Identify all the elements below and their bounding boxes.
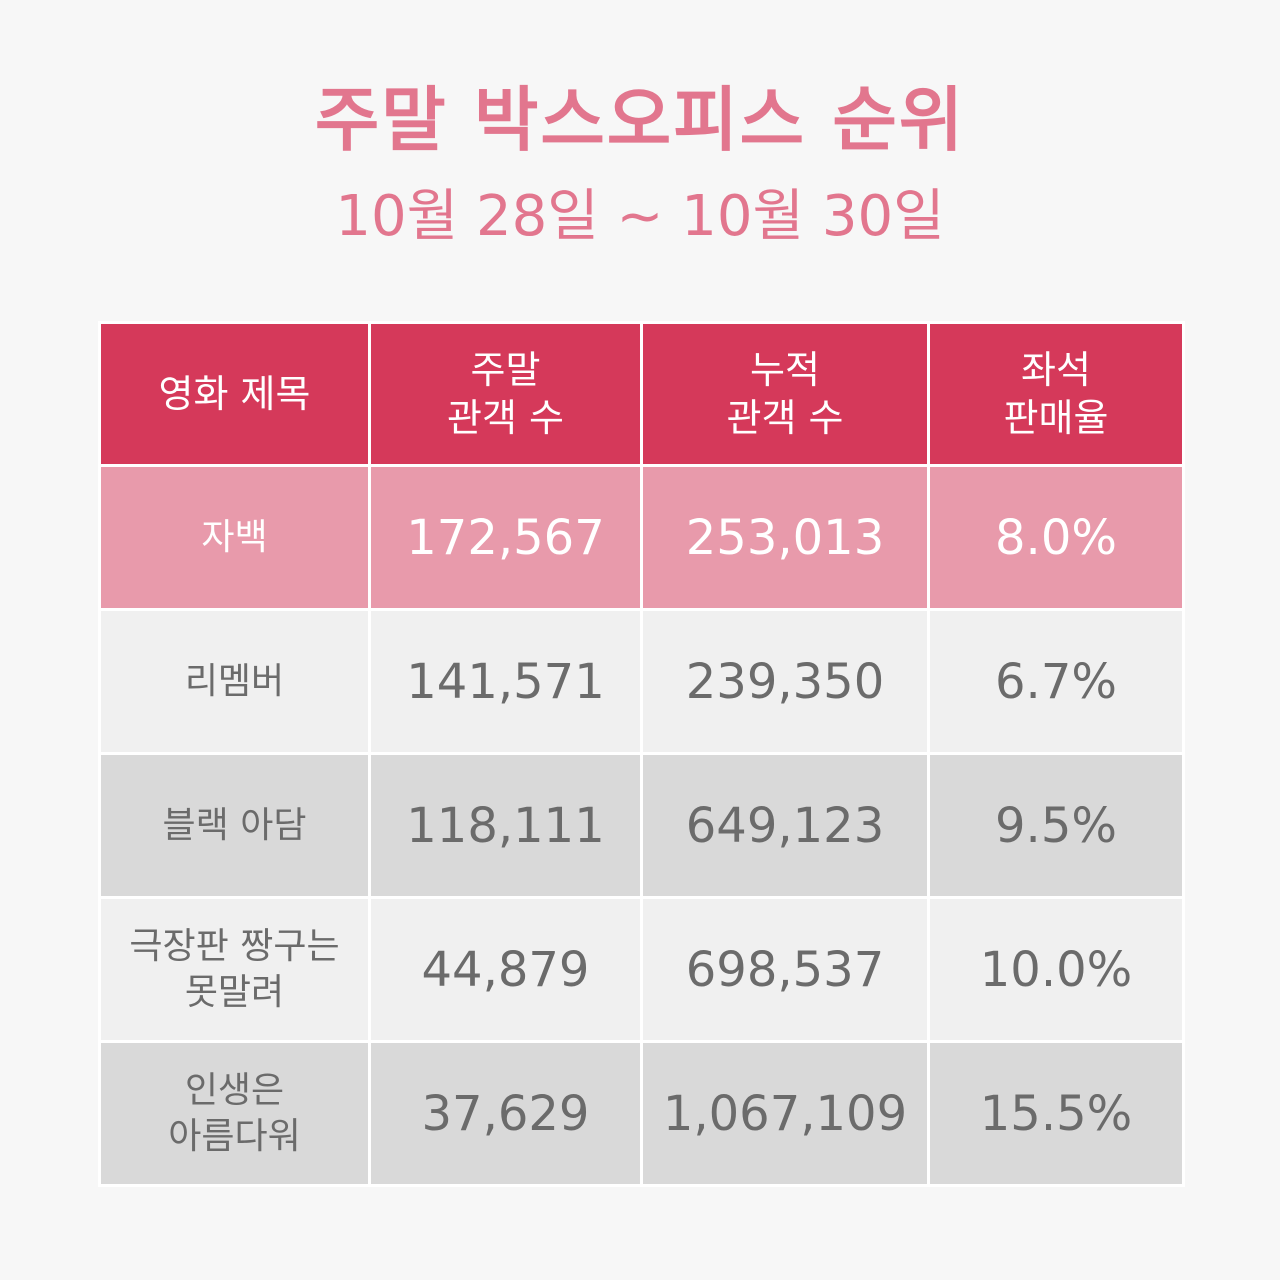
header-line: 관객 수 — [726, 396, 844, 440]
cumulative-audience-cell: 649,123 — [640, 752, 930, 899]
header-row: 영화 제목 주말 관객 수 누적 관객 수 좌석 판매율 — [98, 321, 1185, 467]
header-seat-sales-rate: 좌석 판매율 — [927, 321, 1185, 467]
page-title: 주말 박스오피스 순위 — [314, 79, 966, 161]
box-office-table: 영화 제목 주말 관객 수 누적 관객 수 좌석 판매율 자백 172,567 25… — [98, 321, 1185, 1187]
movie-title-line: 블랙 아담 — [162, 804, 307, 846]
movie-title-cell: 극장판 짱구는 못말려 — [98, 896, 371, 1043]
seat-sales-rate-cell: 15.5% — [927, 1040, 1185, 1187]
header-line: 주말 — [470, 348, 541, 392]
header-cumulative-audience: 누적 관객 수 — [640, 321, 930, 467]
seat-sales-rate-cell: 8.0% — [927, 464, 1185, 611]
table-body: 자백 172,567 253,013 8.0% 리멤버 141,571 239,350 6.7… — [98, 464, 1185, 1187]
table-row: 리멤버 141,571 239,350 6.7% — [98, 608, 1185, 755]
weekend-audience-cell: 118,111 — [368, 752, 643, 899]
cumulative-audience-cell: 698,537 — [640, 896, 930, 1043]
seat-sales-rate-cell: 10.0% — [927, 896, 1185, 1043]
table-row: 극장판 짱구는 못말려 44,879 698,537 10.0% — [98, 896, 1185, 1043]
movie-title-line: 아름다워 — [168, 1115, 301, 1157]
movie-title-cell: 인생은 아름다워 — [98, 1040, 371, 1187]
table-row: 자백 172,567 253,013 8.0% — [98, 464, 1185, 611]
date-range-subtitle: 10월 28일 ~ 10월 30일 — [335, 184, 945, 249]
movie-title-line: 자백 — [201, 516, 268, 558]
header-line: 누적 — [750, 348, 820, 392]
cumulative-audience-cell: 239,350 — [640, 608, 930, 755]
movie-title-line: 리멤버 — [184, 660, 285, 702]
seat-sales-rate-cell: 6.7% — [927, 608, 1185, 755]
weekend-audience-cell: 44,879 — [368, 896, 643, 1043]
cumulative-audience-cell: 253,013 — [640, 464, 930, 611]
movie-title-line: 인생은 — [184, 1069, 285, 1111]
movie-title-cell: 자백 — [98, 464, 371, 611]
movie-title-cell: 블랙 아담 — [98, 752, 371, 899]
seat-sales-rate-cell: 9.5% — [927, 752, 1185, 899]
cumulative-audience-cell: 1,067,109 — [640, 1040, 930, 1187]
header-line: 영화 제목 — [158, 372, 311, 416]
header-movie-title: 영화 제목 — [98, 321, 371, 467]
table-row: 인생은 아름다워 37,629 1,067,109 15.5% — [98, 1040, 1185, 1187]
movie-title-line: 못말려 — [184, 971, 285, 1013]
weekend-audience-cell: 37,629 — [368, 1040, 643, 1187]
box-office-table-container: 영화 제목 주말 관객 수 누적 관객 수 좌석 판매율 자백 172,567 25… — [98, 321, 1185, 1187]
header-weekend-audience: 주말 관객 수 — [368, 321, 643, 467]
movie-title-line: 극장판 짱구는 — [129, 925, 340, 967]
table-row: 블랙 아담 118,111 649,123 9.5% — [98, 752, 1185, 899]
movie-title-cell: 리멤버 — [98, 608, 371, 755]
header-line: 관객 수 — [447, 396, 564, 440]
header: 주말 박스오피스 순위 10월 28일 ~ 10월 30일 — [0, 70, 1280, 262]
header-line: 좌석 — [1021, 348, 1091, 392]
table-header: 영화 제목 주말 관객 수 누적 관객 수 좌석 판매율 — [98, 321, 1185, 467]
header-line: 판매율 — [1003, 396, 1109, 440]
weekend-audience-cell: 141,571 — [368, 608, 643, 755]
weekend-audience-cell: 172,567 — [368, 464, 643, 611]
